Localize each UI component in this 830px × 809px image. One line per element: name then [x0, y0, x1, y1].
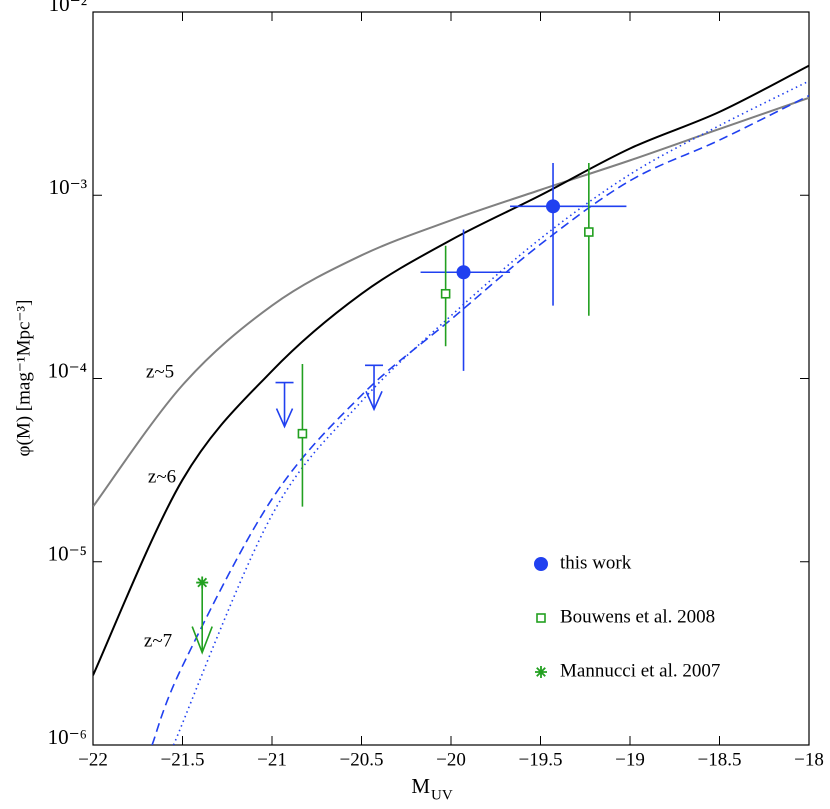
model-curve — [151, 94, 809, 745]
x-tick-label: −20.5 — [340, 749, 384, 770]
legend-marker — [534, 557, 548, 571]
model-curve — [93, 96, 809, 508]
curve-label: z~6 — [148, 466, 176, 487]
upper-limit-head — [275, 408, 294, 429]
x-axis-label-sub: UV — [431, 787, 453, 803]
x-tick-label: −18 — [794, 749, 824, 770]
data-point — [297, 428, 308, 439]
curve-label: z~5 — [146, 361, 174, 382]
y-tick-label: 10⁻⁵ — [48, 542, 87, 566]
x-tick-label: −21 — [257, 749, 287, 770]
plot-frame — [92, 11, 810, 746]
legend-label: Bouwens et al. 2008 — [560, 606, 715, 627]
model-curve — [172, 80, 809, 745]
data-point — [584, 227, 594, 237]
legend-label: Mannucci et al. 2007 — [560, 660, 720, 681]
y-tick-label: 10⁻² — [49, 0, 87, 16]
data-point — [196, 576, 209, 589]
curve-label: z~7 — [144, 630, 172, 651]
data-point — [440, 288, 451, 299]
x-tick-label: −20 — [436, 749, 466, 770]
x-axis-label: M — [411, 774, 430, 798]
y-tick-label: 10⁻⁴ — [48, 358, 87, 382]
y-tick-label: 10⁻⁶ — [48, 725, 87, 749]
legend-label: this work — [560, 552, 632, 573]
x-tick-label: −22 — [78, 749, 108, 770]
data-point — [546, 199, 561, 214]
x-tick-label: −19 — [615, 749, 645, 770]
upper-limit-head — [191, 626, 213, 655]
y-tick-label: 10⁻³ — [49, 175, 87, 199]
legend-marker — [536, 613, 546, 623]
x-tick-label: −19.5 — [519, 749, 563, 770]
data-point — [456, 265, 471, 280]
x-tick-label: −18.5 — [698, 749, 742, 770]
y-axis-label: φ(M) [mag⁻¹Mpc⁻³] — [13, 300, 34, 457]
x-tick-label: −21.5 — [161, 749, 205, 770]
legend-marker — [535, 666, 547, 678]
upper-limit-head — [365, 391, 383, 412]
model-curve — [93, 64, 809, 676]
